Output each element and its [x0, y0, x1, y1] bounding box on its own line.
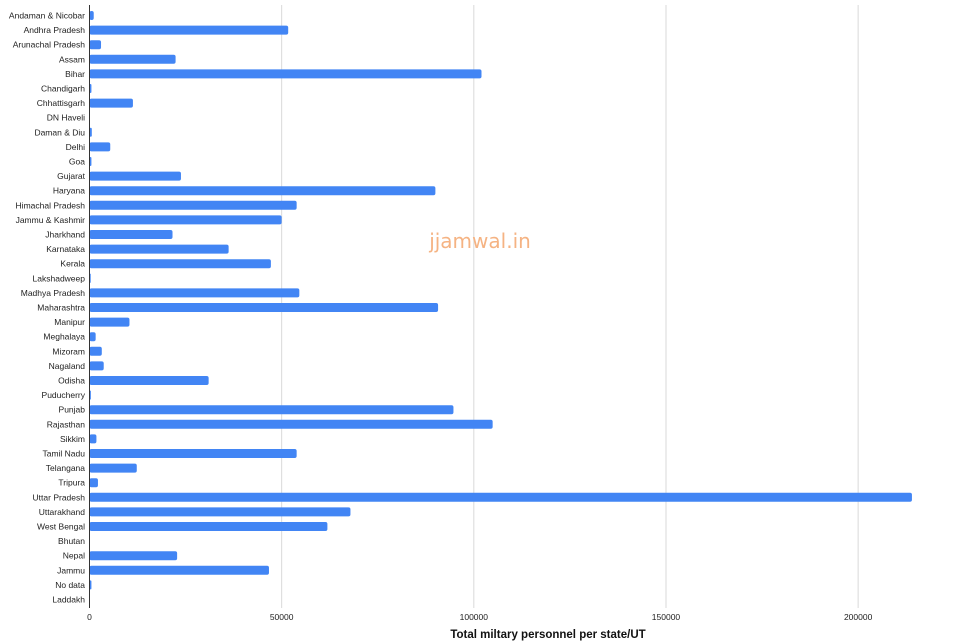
category-label: Arunachal Pradesh — [13, 40, 86, 50]
bar — [89, 244, 229, 254]
category-label: Madhya Pradesh — [21, 288, 86, 298]
category-label: Gujarat — [57, 171, 86, 181]
bar — [89, 98, 133, 108]
category-label: Punjab — [59, 405, 86, 415]
bar — [89, 522, 328, 531]
category-label: Mizoram — [52, 346, 85, 356]
category-label: No data — [55, 580, 85, 590]
x-tick-label: 100000 — [460, 612, 489, 622]
bar — [89, 405, 454, 415]
bar — [89, 230, 173, 239]
category-label: Andaman & Nicobar — [9, 11, 85, 21]
x-tick-label: 150000 — [652, 612, 681, 622]
category-label: Manipur — [54, 317, 85, 327]
category-label: Kerala — [60, 259, 85, 269]
category-label: Nepal — [63, 551, 85, 561]
bar — [89, 11, 94, 20]
x-tick-labels: 0 50000 100000 150000 200000 — [87, 612, 872, 622]
bar — [89, 215, 282, 225]
category-label: Tripura — [58, 478, 85, 488]
bar — [89, 186, 436, 196]
category-label: Chhattisgarh — [37, 98, 85, 108]
x-tick-label: 200000 — [844, 612, 873, 622]
category-label: Himachal Pradesh — [16, 200, 86, 210]
category-label: Delhi — [66, 142, 85, 152]
bar — [89, 551, 178, 561]
bar — [89, 142, 111, 152]
category-label: Meghalaya — [43, 332, 85, 342]
bar — [89, 332, 96, 342]
category-label: Uttarakhand — [39, 507, 86, 517]
bars — [89, 11, 912, 590]
bar — [89, 346, 102, 356]
bar — [89, 54, 176, 64]
category-label: Goa — [69, 157, 85, 167]
bar — [89, 361, 104, 371]
bar — [89, 478, 98, 488]
bar — [89, 288, 300, 298]
bar — [89, 565, 269, 575]
category-label: Andhra Pradesh — [24, 25, 86, 35]
category-label: Rajasthan — [47, 419, 86, 429]
category-label: Telangana — [46, 463, 86, 473]
category-label: Bhutan — [58, 536, 85, 546]
bar — [89, 200, 297, 210]
category-label: Bihar — [65, 69, 85, 79]
category-labels: Andaman & Nicobar Andhra Pradesh Arunachal… — [9, 11, 86, 605]
bar — [89, 507, 351, 517]
x-axis-title: Total miltary personnel per state/UT — [450, 629, 645, 641]
category-label: Maharashtra — [37, 303, 85, 313]
bar — [89, 449, 297, 458]
category-label: Assam — [59, 54, 85, 64]
bar — [89, 40, 102, 50]
bar — [89, 434, 97, 444]
category-label: Uttar Pradesh — [33, 492, 86, 502]
bar — [89, 492, 912, 502]
category-label: Haryana — [53, 186, 85, 196]
category-label: Lakshadweep — [33, 273, 86, 283]
bar — [89, 376, 209, 385]
x-tick-label: 50000 — [270, 612, 294, 622]
category-label: Daman & Diu — [34, 127, 85, 137]
bar — [89, 303, 439, 312]
bar — [89, 25, 289, 35]
category-label: Karnataka — [46, 244, 85, 254]
category-label: Jammu — [57, 565, 85, 575]
category-label: Nagaland — [49, 361, 86, 371]
bar — [89, 259, 271, 269]
bar — [89, 69, 482, 79]
bar — [89, 127, 92, 137]
bar — [89, 463, 137, 473]
x-tick-label: 0 — [87, 612, 92, 622]
category-label: Sikkim — [60, 434, 85, 444]
category-label: Jammu & Kashmir — [16, 215, 86, 225]
category-label: Laddakh — [52, 595, 85, 605]
category-label: Puducherry — [42, 390, 86, 400]
bar — [89, 317, 130, 327]
category-label: DN Haveli — [47, 113, 85, 123]
category-label: Odisha — [58, 376, 85, 386]
category-label: Chandigarh — [41, 84, 85, 94]
category-label: Tamil Nadu — [42, 449, 85, 459]
category-label: West Bengal — [37, 522, 85, 532]
category-label: Jharkhand — [45, 230, 85, 240]
bar — [89, 419, 493, 429]
watermark-text: jjamwal.in — [428, 229, 531, 253]
bar — [89, 171, 181, 181]
